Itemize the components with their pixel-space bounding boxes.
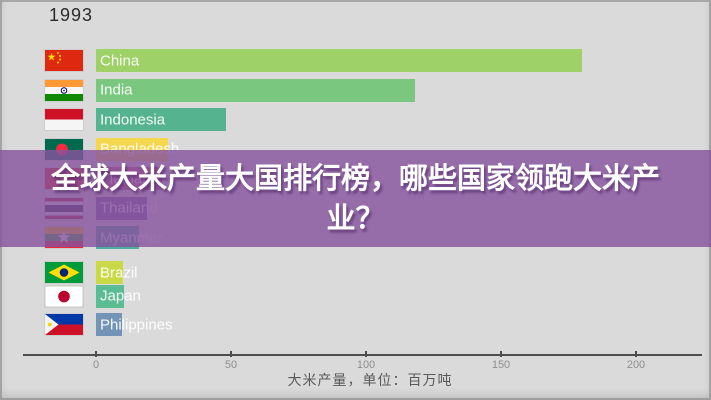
flag-indonesia	[45, 109, 83, 130]
year-label: 1993	[49, 5, 94, 25]
x-axis-line	[23, 354, 702, 356]
flag-india	[45, 79, 83, 101]
country-bar-indonesia: Indonesia	[96, 108, 226, 131]
flag-china	[45, 50, 83, 71]
x-axis-tick-label: 50	[224, 359, 238, 371]
flag-japan	[45, 285, 83, 307]
x-axis-tick-label: 200	[626, 359, 646, 371]
country-bar-india: India	[96, 78, 415, 102]
x-axis-tick	[500, 351, 502, 357]
country-label: China	[100, 52, 140, 69]
x-axis-tick	[95, 351, 97, 357]
country-label: Japan	[100, 287, 141, 305]
x-axis-tick	[365, 351, 367, 357]
country-bar-china: China	[96, 49, 582, 72]
x-axis-tick-label: 100	[356, 359, 376, 371]
country-label: Philippines	[100, 316, 173, 333]
x-axis-tick	[230, 351, 232, 357]
title-banner-overlay: 全球大米产量大国排行榜，哪些国家领跑大米产业？	[0, 150, 711, 247]
x-axis-tick	[635, 351, 637, 357]
country-label: Brazil	[100, 264, 138, 281]
country-label: India	[100, 81, 133, 99]
country-bar-philippines: Philippines	[96, 313, 173, 336]
x-axis-tick-label: 150	[491, 359, 511, 371]
country-bar-brazil: Brazil	[96, 261, 138, 284]
banner-title: 全球大米产量大国排行榜，哪些国家领跑大米产业？	[50, 162, 660, 235]
flag-brazil	[45, 262, 83, 283]
x-axis-tick-label: 0	[92, 359, 100, 371]
x-axis-title: 大米产量，单位：百万吨	[287, 372, 453, 388]
country-bar-japan: Japan	[96, 284, 141, 308]
country-label: Indonesia	[100, 111, 166, 128]
flag-philippines	[45, 314, 83, 335]
